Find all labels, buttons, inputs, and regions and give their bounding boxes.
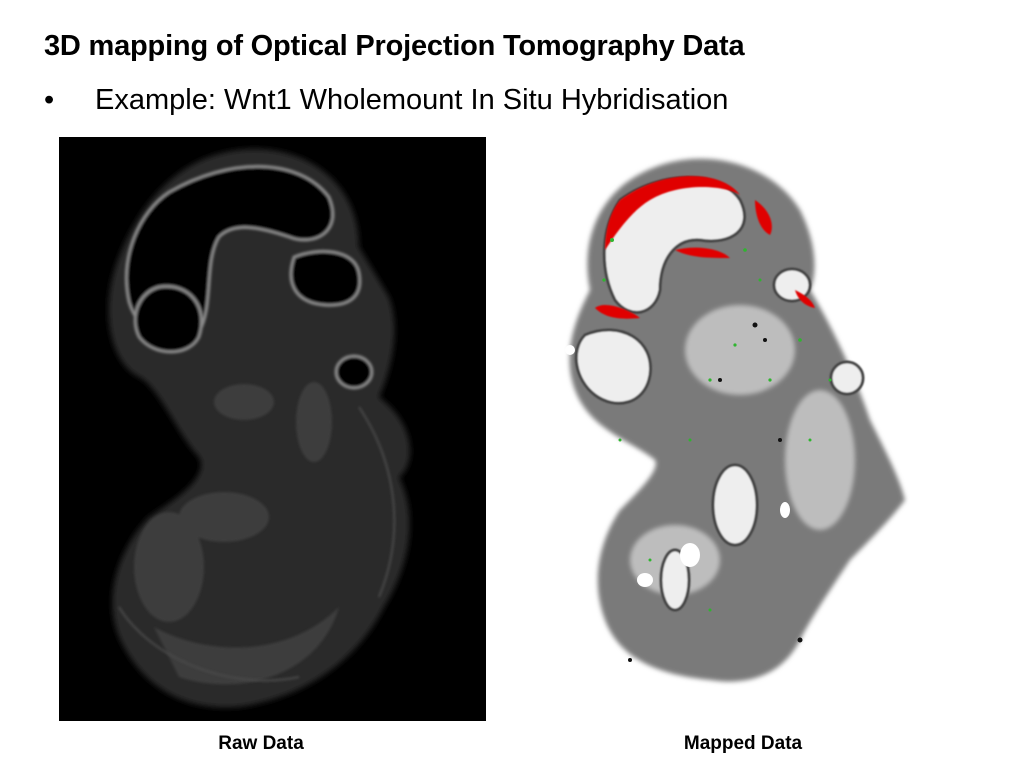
raw-data-image bbox=[59, 137, 486, 721]
mapped-data-caption: Mapped Data bbox=[683, 733, 803, 754]
mapped-data-image bbox=[560, 140, 920, 700]
bullet-marker: • bbox=[44, 84, 55, 116]
bullet-text: Example: Wnt1 Wholemount In Situ Hybridi… bbox=[95, 84, 729, 116]
slide-title: 3D mapping of Optical Projection Tomogra… bbox=[44, 30, 745, 62]
raw-data-caption: Raw Data bbox=[218, 733, 304, 754]
